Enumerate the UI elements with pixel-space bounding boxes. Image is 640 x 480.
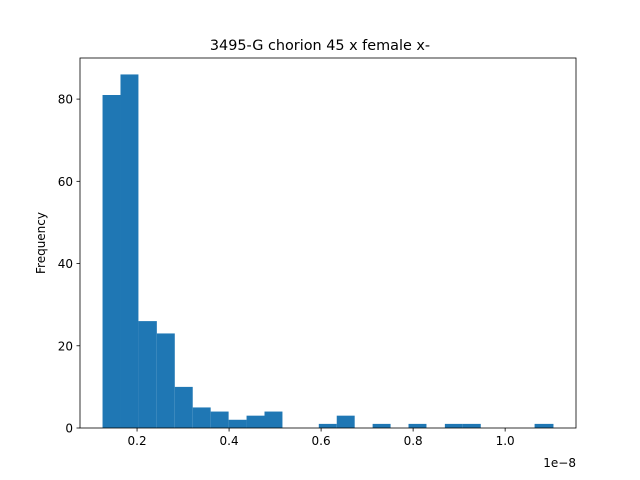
histogram-bar: [156, 333, 175, 428]
histogram-bar: [372, 423, 391, 428]
bars-group: [102, 74, 554, 428]
histogram-bar: [318, 423, 337, 428]
x-axis: 0.2 0.4 0.6 0.8 1.0: [128, 428, 515, 448]
x-offset-label: 1e−8: [543, 456, 576, 470]
y-tick-label: 60: [58, 175, 73, 189]
y-axis-label: Frequency: [34, 212, 48, 274]
histogram-bar: [336, 415, 355, 428]
y-axis: 0 20 40 60 80: [58, 93, 80, 436]
histogram-bar: [246, 415, 265, 428]
histogram-bar: [210, 411, 229, 428]
chart-title: 3495-G chorion 45 x female x-: [210, 38, 430, 54]
histogram-bar: [228, 419, 247, 428]
histogram-bar: [264, 411, 283, 428]
x-tick-label: 0.6: [312, 434, 331, 448]
histogram-bar: [192, 407, 211, 428]
y-tick-label: 40: [58, 257, 73, 271]
y-tick-label: 20: [58, 339, 73, 353]
plot-frame: [79, 57, 577, 429]
x-tick-label: 0.2: [128, 434, 147, 448]
x-tick-label: 0.4: [220, 434, 239, 448]
histogram-bar: [102, 95, 121, 428]
histogram-bar: [120, 74, 139, 428]
histogram-bar: [174, 386, 193, 428]
histogram-bar: [408, 423, 427, 428]
histogram-bar: [444, 423, 463, 428]
x-tick-label: 1.0: [496, 434, 515, 448]
y-tick-label: 0: [65, 422, 73, 436]
histogram-bar: [138, 321, 157, 428]
x-tick-label: 0.8: [404, 434, 423, 448]
histogram-bar: [534, 423, 554, 428]
histogram-bar: [462, 423, 481, 428]
y-tick-label: 80: [58, 93, 73, 107]
